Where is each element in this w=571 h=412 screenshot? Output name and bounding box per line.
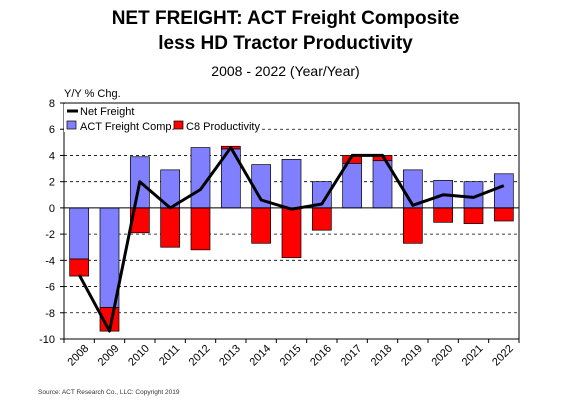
x-tick-label: 2008 xyxy=(65,343,91,369)
act-freight-bar xyxy=(69,207,90,260)
legend-productivity-label: C8 Productivity xyxy=(186,121,260,133)
source-note: Source: ACT Research Co., LLC: Copyright… xyxy=(38,389,180,396)
act-freight-bar xyxy=(493,173,514,209)
productivity-bar xyxy=(463,207,484,224)
legend: Net Freight ACT Freight Comp. C8 Product… xyxy=(64,104,260,133)
x-tick-label: 2022 xyxy=(490,343,516,369)
chart-title: NET FREIGHT: ACT Freight Composite less … xyxy=(0,6,571,56)
x-tick-label: 2018 xyxy=(369,343,395,369)
y-tick-label: -4 xyxy=(45,255,55,267)
y-tick-label: -8 xyxy=(45,308,55,320)
y-tick-label: 6 xyxy=(49,124,55,136)
productivity-bar xyxy=(160,207,181,248)
productivity-bar xyxy=(311,207,332,231)
legend-act-swatch xyxy=(66,120,77,130)
x-tick-label: 2019 xyxy=(399,343,425,369)
y-tick-label: 0 xyxy=(49,203,55,215)
productivity-bar xyxy=(190,207,211,251)
productivity-bar xyxy=(281,207,302,259)
x-tick-labels: 2008 2009 2010 2011 2012 2013 2014 2015 2016 2017… xyxy=(65,343,515,369)
bars xyxy=(69,145,514,332)
x-tick-label: 2011 xyxy=(157,343,182,368)
x-tick-label: 2015 xyxy=(278,343,304,369)
legend-box xyxy=(64,104,260,132)
act-freight-bar xyxy=(190,147,211,209)
y-tick-labels: -10 -8 -6 -4 -2 0 2 4 6 8 xyxy=(39,98,55,346)
y-tick-label: 8 xyxy=(49,98,55,110)
x-tick-label: 2012 xyxy=(187,343,213,369)
net-freight-line-group xyxy=(77,146,505,333)
x-tick-label: 2010 xyxy=(126,343,152,369)
productivity-bar xyxy=(402,207,423,244)
x-tick-label: 2020 xyxy=(429,343,455,369)
y-axis-label: Y/Y % Chg. xyxy=(64,88,121,100)
y-tick-label: 2 xyxy=(49,177,55,189)
chart-title-line-1: NET FREIGHT: ACT Freight Composite xyxy=(111,8,460,29)
x-tick-label: 2013 xyxy=(217,343,243,369)
productivity-bar xyxy=(251,207,272,244)
chart-title-line-2: less HD Tractor Productivity xyxy=(158,33,413,54)
legend-act-label: ACT Freight Comp. xyxy=(80,121,175,133)
x-tick-label: 2009 xyxy=(96,343,122,369)
net-freight-line xyxy=(77,146,505,333)
x-tick-label: 2021 xyxy=(460,343,486,369)
chart-subtitle: 2008 - 2022 (Year/Year) xyxy=(211,63,360,79)
legend-net-freight-label: Net Freight xyxy=(80,106,134,118)
y-tick-label: -10 xyxy=(39,334,55,346)
x-tick-label: 2017 xyxy=(338,343,364,369)
productivity-bar xyxy=(433,207,454,223)
productivity-bar xyxy=(69,258,90,277)
axes xyxy=(60,102,520,343)
act-freight-bar xyxy=(342,162,363,209)
y-tick-label: -6 xyxy=(45,282,55,294)
y-tick-label: 4 xyxy=(49,150,55,162)
y-tick-label: -2 xyxy=(45,229,55,241)
x-tick-label: 2014 xyxy=(247,343,273,369)
legend-productivity-swatch xyxy=(173,120,184,130)
productivity-bar xyxy=(493,207,514,222)
plot-frame xyxy=(63,102,520,340)
act-freight-bar xyxy=(281,159,302,209)
x-tick-label: 2016 xyxy=(308,343,334,369)
